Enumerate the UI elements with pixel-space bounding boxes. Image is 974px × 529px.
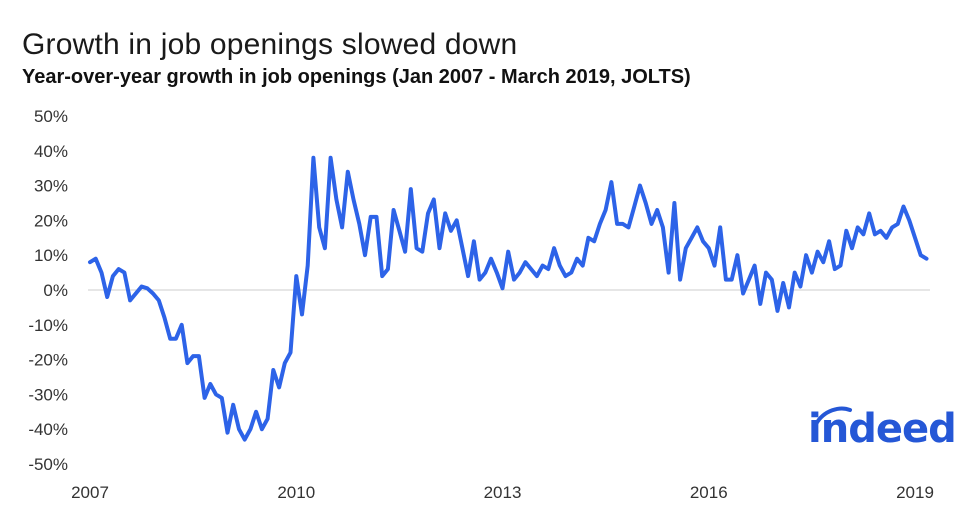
- logo-arc-icon: [814, 406, 852, 426]
- y-tick-label: 30%: [34, 177, 68, 196]
- y-tick-label: -30%: [28, 385, 68, 404]
- x-tick-label: 2013: [484, 483, 522, 502]
- y-tick-label: 40%: [34, 142, 68, 161]
- y-tick-label: -20%: [28, 351, 68, 370]
- indeed-logo: indeed: [808, 402, 957, 458]
- x-axis-ticks: 2007 2010 2013 2016 2019: [71, 483, 934, 502]
- chart-subtitle: Year-over-year growth in job openings (J…: [22, 66, 691, 88]
- y-tick-label: 10%: [34, 246, 68, 265]
- chart-title: Growth in job openings slowed down: [22, 28, 518, 61]
- series-line: [88, 155, 929, 442]
- y-axis-ticks: 50% 40% 30% 20% 10% 0% -10% -20% -30% -40% -50%: [28, 107, 68, 474]
- x-tick-label: 2016: [690, 483, 728, 502]
- x-tick-label: 2019: [896, 483, 934, 502]
- y-tick-label: -10%: [28, 316, 68, 335]
- x-tick-label: 2010: [277, 483, 315, 502]
- y-tick-label: 20%: [34, 211, 68, 230]
- y-tick-label: -40%: [28, 420, 68, 439]
- logo-text: indeed: [808, 406, 957, 452]
- y-tick-label: -50%: [28, 455, 68, 474]
- x-tick-label: 2007: [71, 483, 109, 502]
- y-tick-label: 0%: [43, 281, 68, 300]
- y-tick-label: 50%: [34, 107, 68, 126]
